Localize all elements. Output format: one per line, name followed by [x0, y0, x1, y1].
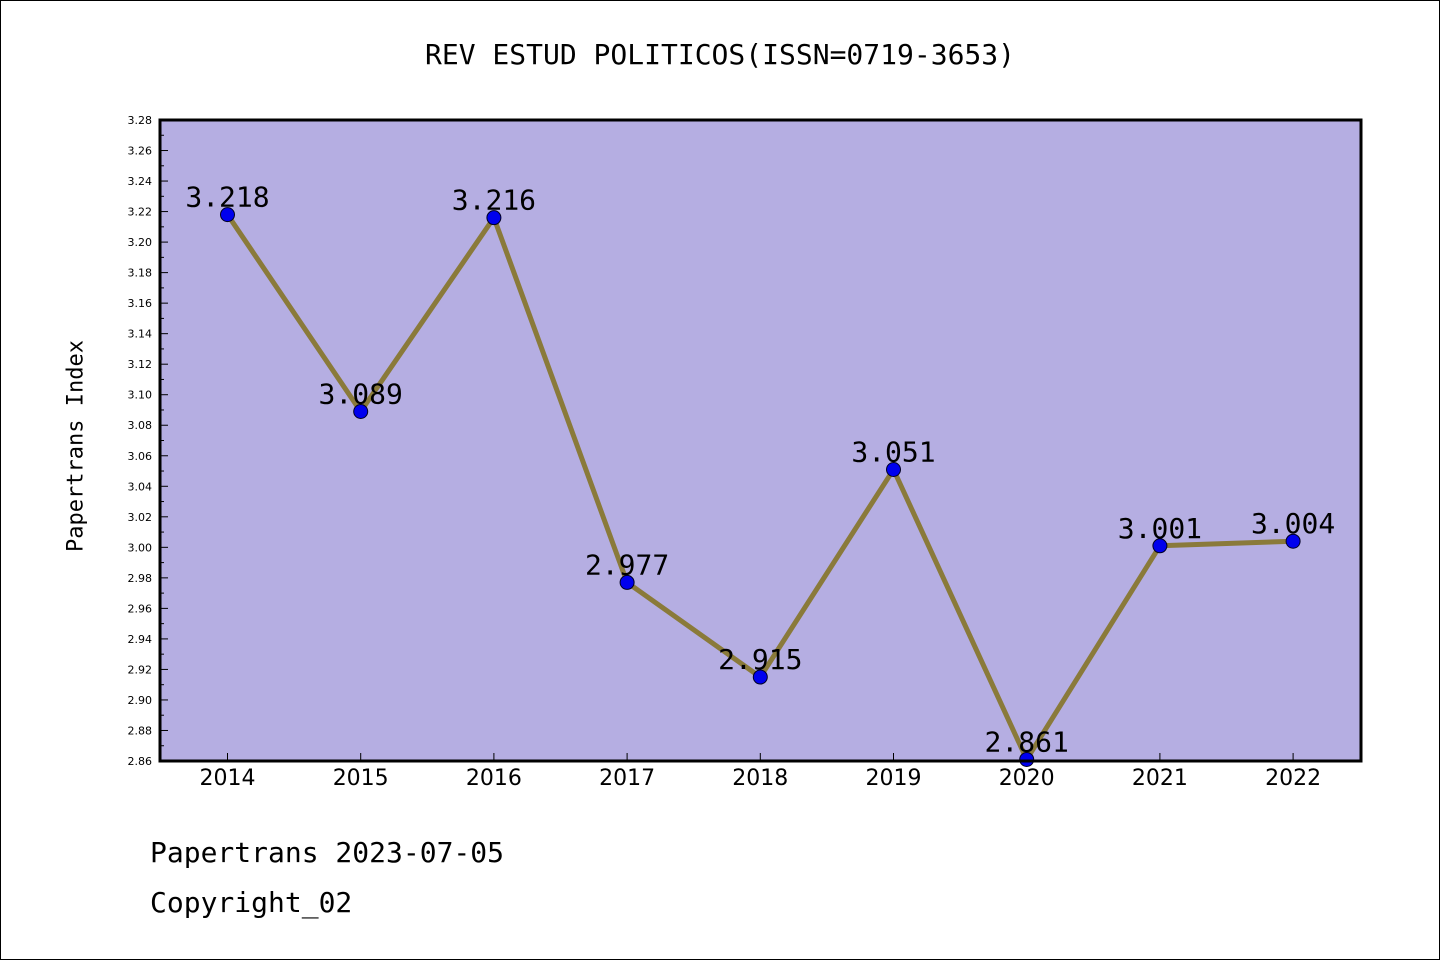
y-axis: 2.86 2.88 2.90 2.92 2.94 2.96 2.98 3.00 3.02 3.04… — [128, 114, 168, 768]
footer-copyright: Copyright_02 — [150, 886, 353, 919]
value-labels: 3.218 3.089 3.216 2.977 2.915 3.051 2.861 3.001… — [185, 181, 1335, 759]
y-tick-label: 3.12 — [128, 358, 153, 371]
data-label: 3.216 — [452, 184, 536, 217]
y-tick-label: 3.16 — [128, 297, 153, 310]
y-tick-label: 2.90 — [128, 694, 153, 707]
data-label: 2.977 — [585, 548, 669, 581]
y-tick-label: 3.08 — [128, 419, 153, 432]
data-point — [1285, 533, 1301, 549]
data-point — [886, 461, 901, 477]
data-point — [353, 404, 369, 420]
y-tick-label: 3.02 — [128, 511, 153, 524]
y-tick-label: 3.22 — [128, 206, 153, 219]
footer-date: Papertrans 2023-07-05 — [150, 836, 505, 869]
y-tick-label: 2.88 — [128, 724, 153, 737]
x-tick-label: 2020 — [999, 766, 1055, 791]
y-tick-label: 2.92 — [128, 663, 153, 676]
x-axis: 2014 2015 2016 2017 2018 2019 2020 2021 2022 — [200, 753, 1321, 791]
data-label: 3.089 — [319, 378, 403, 411]
y-tick-label: 3.06 — [128, 450, 153, 463]
data-point — [486, 210, 502, 226]
x-tick-label: 2014 — [200, 766, 256, 791]
data-label: 2.915 — [718, 643, 802, 676]
data-point — [220, 207, 235, 223]
chart-title: REV ESTUD POLITICOS(ISSN=0719-3653) — [424, 38, 1015, 71]
y-tick-label: 2.98 — [128, 572, 153, 585]
x-tick-label: 2022 — [1265, 766, 1321, 791]
data-label: 3.218 — [185, 181, 269, 214]
y-tick-label: 3.28 — [128, 114, 153, 127]
y-tick-label: 3.14 — [128, 328, 153, 341]
data-label: 3.004 — [1251, 507, 1335, 540]
x-tick-label: 2018 — [732, 766, 788, 791]
markers — [220, 207, 1301, 767]
y-tick-label: 3.26 — [128, 145, 153, 158]
x-tick-label: 2017 — [599, 766, 655, 791]
plot-border — [158, 118, 1363, 763]
data-point — [1152, 538, 1168, 554]
y-tick-label: 3.10 — [128, 389, 153, 402]
data-label: 3.051 — [851, 435, 935, 468]
y-tick-label: 3.00 — [128, 541, 153, 554]
y-tick-label: 2.94 — [128, 633, 153, 646]
x-tick-label: 2016 — [466, 766, 522, 791]
data-point — [619, 574, 635, 590]
data-point — [1019, 751, 1035, 767]
y-tick-label: 3.24 — [128, 175, 153, 188]
y-tick-label: 2.86 — [128, 755, 153, 768]
x-tick-label: 2015 — [333, 766, 389, 791]
x-tick-label: 2021 — [1132, 766, 1188, 791]
data-point — [752, 669, 768, 685]
data-label: 2.861 — [985, 725, 1069, 758]
y-tick-label: 3.04 — [128, 480, 153, 493]
y-tick-label: 3.18 — [128, 267, 153, 280]
plot-area — [160, 120, 1361, 761]
data-label: 3.001 — [1118, 512, 1202, 545]
x-tick-label: 2019 — [866, 766, 922, 791]
y-tick-label: 3.20 — [128, 236, 153, 249]
y-tick-label: 2.96 — [128, 602, 153, 615]
